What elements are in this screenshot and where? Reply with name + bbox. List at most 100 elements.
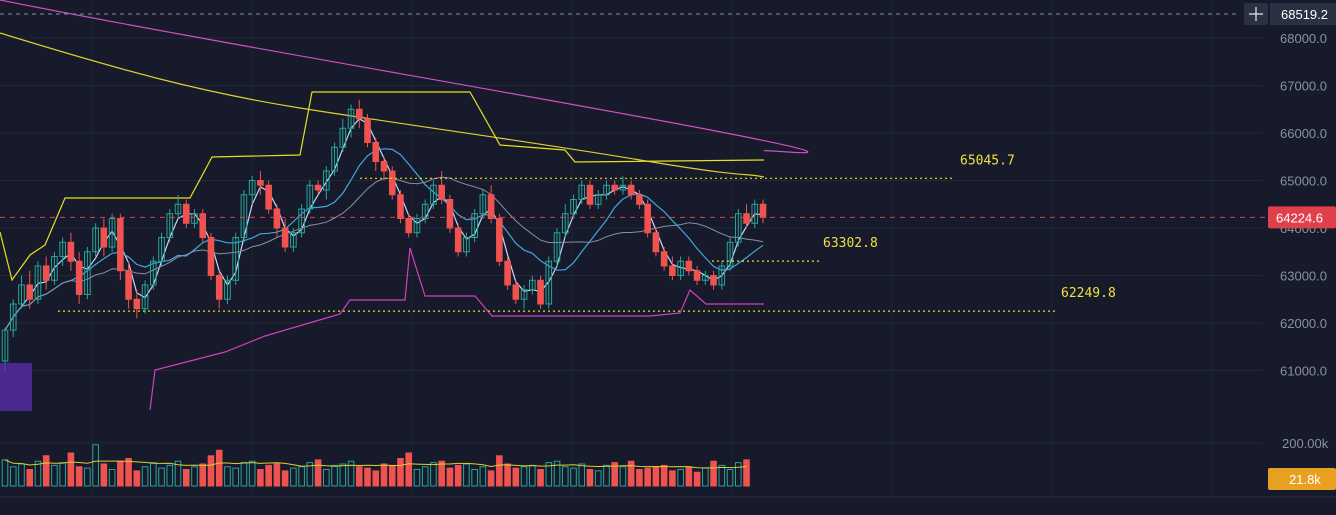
candle — [117, 213, 124, 281]
candle — [331, 142, 338, 176]
candle-body — [207, 237, 215, 276]
candle-body — [743, 213, 750, 224]
price-tick-label: 68000.0 — [1280, 31, 1327, 46]
volume-bar — [520, 466, 528, 487]
volume-bar — [1, 459, 9, 487]
candle-body — [512, 284, 520, 300]
level-label: 62249.8 — [1061, 286, 1116, 301]
candle — [182, 199, 190, 228]
candle — [26, 270, 34, 309]
candle — [125, 261, 132, 309]
candle-body — [529, 279, 536, 291]
candle-body — [75, 260, 83, 295]
candle-body — [388, 170, 396, 196]
candle — [726, 237, 734, 271]
volume-bar — [273, 463, 281, 487]
volume-bar — [75, 466, 83, 487]
candle — [232, 232, 239, 285]
ma-trend-line — [0, 32, 765, 178]
candle — [479, 190, 487, 219]
candle — [537, 275, 544, 309]
volume-bar — [652, 466, 660, 487]
volume-bar — [347, 460, 355, 487]
volume-bar — [150, 462, 157, 487]
candle-body — [224, 279, 231, 300]
candle-body — [685, 260, 693, 272]
volume-bar — [545, 462, 553, 487]
volume-bar — [430, 462, 437, 487]
candle-body — [561, 213, 569, 234]
candle — [413, 213, 421, 238]
candle — [669, 256, 676, 281]
candle-body — [446, 199, 454, 229]
candle-body — [18, 284, 25, 305]
candle — [636, 190, 643, 209]
crosshair-price-tag — [1270, 3, 1336, 25]
candle-body — [537, 279, 544, 305]
volume-bar — [42, 455, 50, 487]
crosshair-price-label: 68519.2 — [1281, 7, 1328, 22]
volume-bar — [512, 467, 520, 487]
candle — [702, 270, 709, 285]
candle-body — [734, 213, 742, 243]
candle — [51, 251, 58, 285]
candle — [150, 256, 157, 290]
volume-bar — [215, 449, 223, 487]
volume-bar — [67, 452, 75, 487]
volume-bars — [1, 444, 750, 487]
candle-body — [150, 260, 157, 286]
candle-body — [339, 127, 347, 148]
candle — [677, 256, 684, 281]
candle — [512, 280, 520, 304]
candle — [685, 256, 693, 276]
volume-bar — [248, 460, 256, 487]
price-tick-label: 63000.0 — [1280, 269, 1327, 284]
volume-bar — [397, 458, 404, 487]
volume-bar — [224, 466, 231, 487]
channel-upper-line — [0, 91, 765, 282]
volume-bar — [421, 466, 429, 487]
candle-body — [405, 218, 413, 234]
candle — [18, 275, 25, 309]
candle-body — [100, 227, 108, 248]
volume-bar — [413, 469, 421, 487]
price-tick-label: 62000.0 — [1280, 316, 1327, 331]
candle — [446, 194, 454, 233]
candle-body — [298, 208, 305, 234]
price-tick-label: 67000.0 — [1280, 79, 1327, 94]
crosshair-add-button[interactable] — [1244, 3, 1268, 25]
candle — [364, 114, 371, 148]
volume-bar — [603, 464, 610, 487]
volume-bar — [611, 462, 618, 487]
candle — [611, 180, 618, 195]
candle — [463, 232, 470, 257]
candle — [281, 218, 289, 252]
candle-body — [669, 265, 676, 276]
candle — [430, 180, 437, 209]
candle-body — [496, 218, 503, 262]
volume-bar — [388, 464, 396, 487]
volume-bar — [125, 458, 132, 487]
candle — [248, 175, 256, 205]
candle-body — [553, 232, 561, 262]
volume-bar — [182, 469, 190, 487]
candle — [273, 204, 281, 238]
highlight-zone — [0, 363, 32, 411]
volume-bar — [660, 464, 668, 487]
candle — [355, 99, 363, 129]
candle-body — [627, 184, 635, 196]
candle — [92, 223, 99, 257]
candle-body — [273, 208, 281, 229]
volume-bar — [553, 460, 561, 487]
volume-bar — [726, 469, 734, 487]
volume-bar — [537, 469, 544, 487]
candle — [710, 270, 717, 290]
volume-bar — [685, 466, 693, 487]
candle — [380, 156, 388, 181]
volume-bar — [578, 463, 586, 487]
volume-bar — [627, 460, 635, 487]
volume-bar — [487, 470, 495, 487]
candle-body — [677, 260, 684, 276]
candle-body — [281, 227, 289, 248]
